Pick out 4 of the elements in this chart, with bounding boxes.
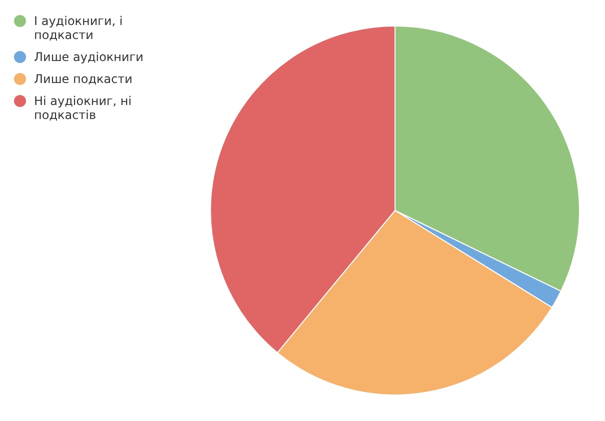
legend-label: Ні аудіокниг, ні подкастів (34, 94, 133, 122)
legend-label: Лише аудіокниги (34, 50, 144, 64)
legend-label: Лише подкасти (34, 72, 132, 86)
legend-label: І аудіокниги, і подкасти (34, 14, 124, 42)
